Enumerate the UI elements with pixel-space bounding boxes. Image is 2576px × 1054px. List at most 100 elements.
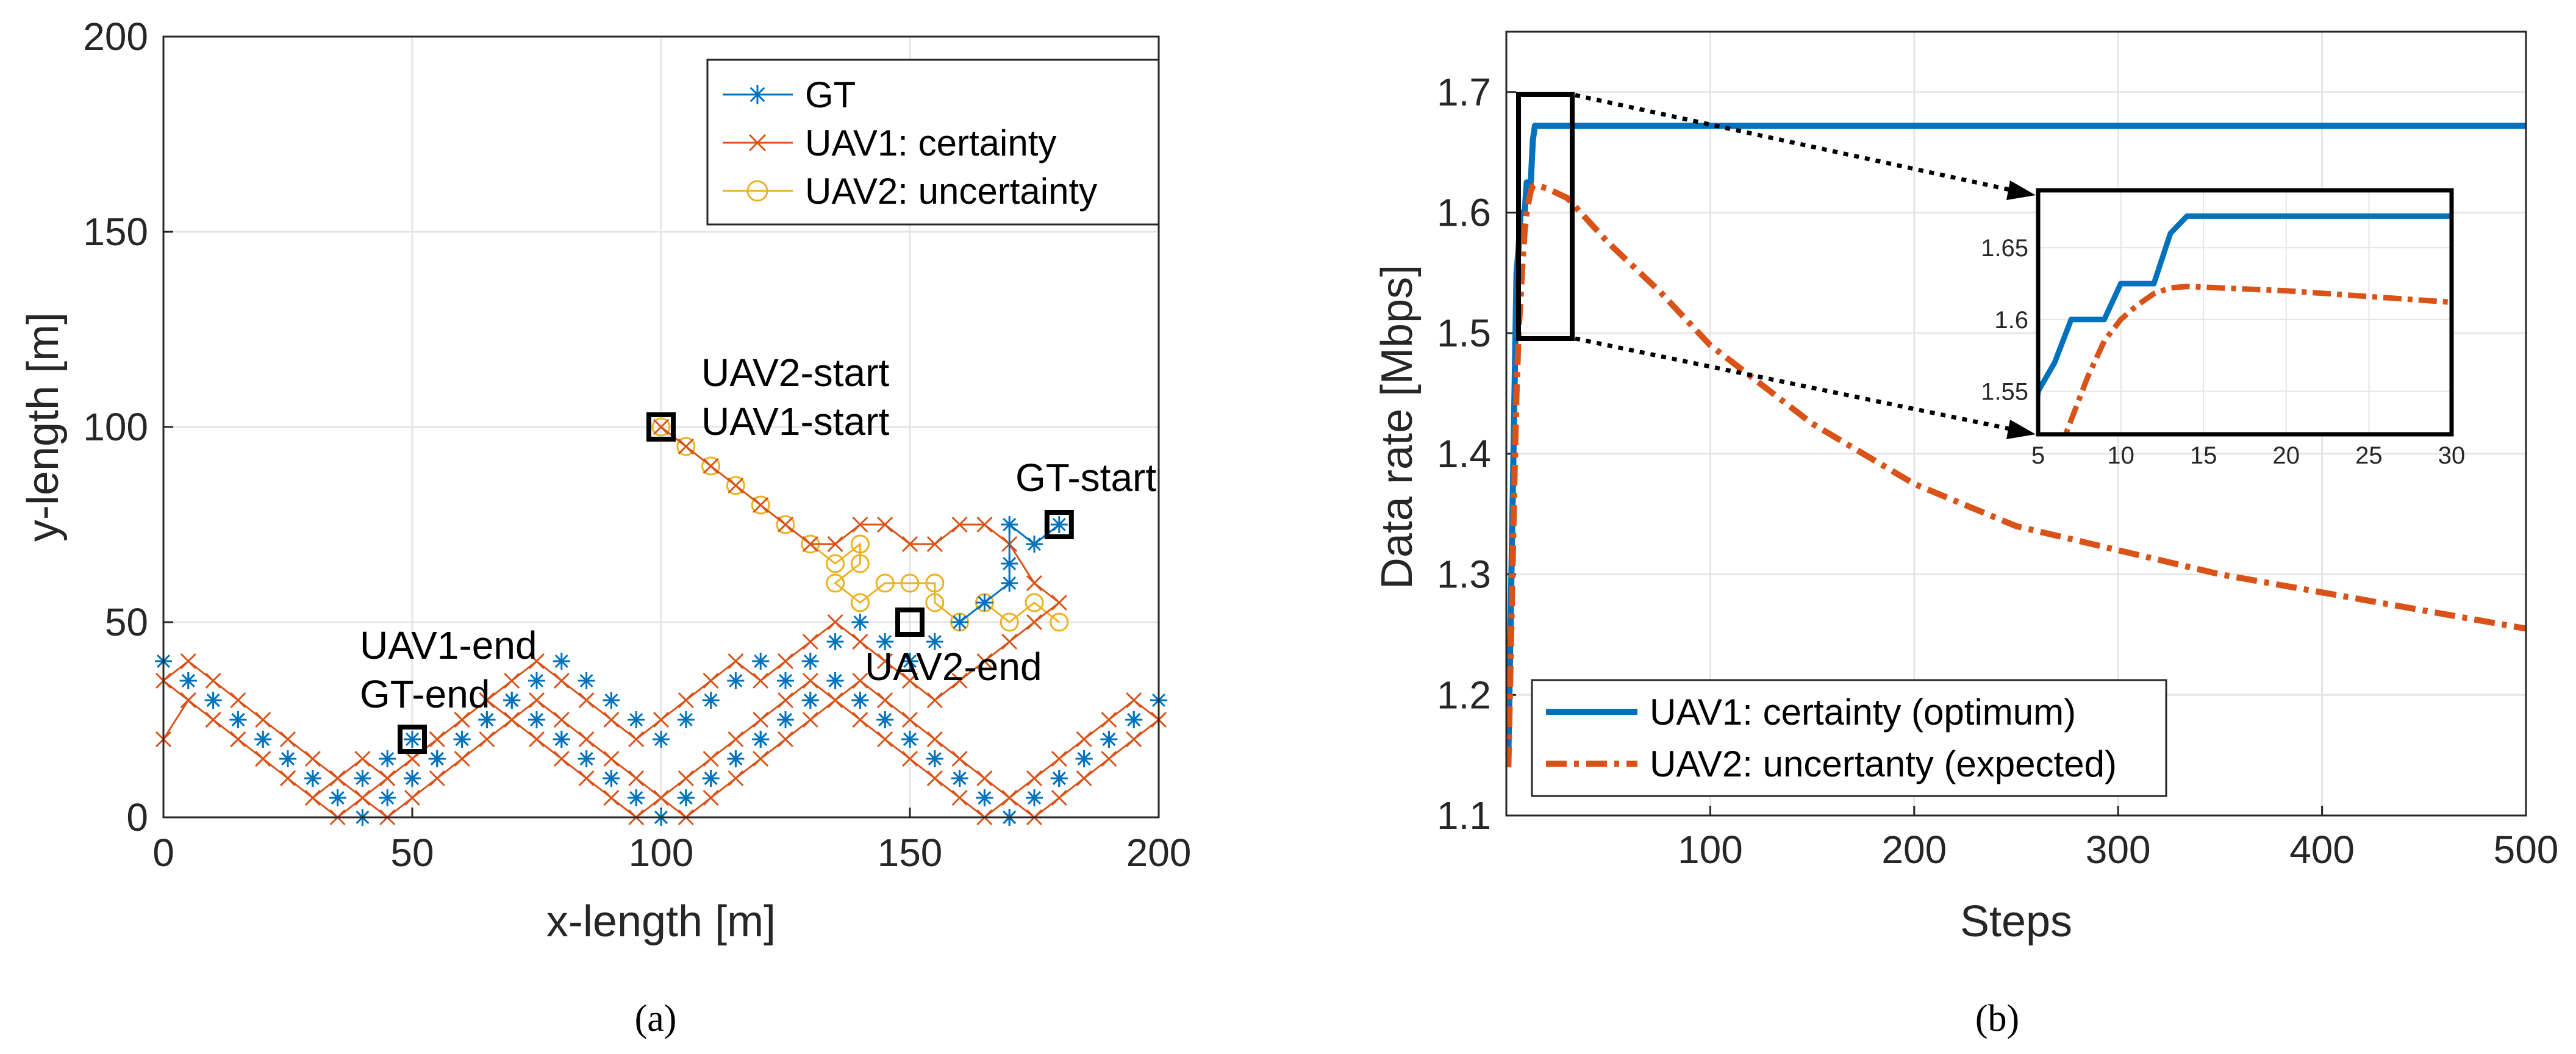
data-point-uav1 [703, 457, 719, 475]
x-tick-label: 100 [1678, 828, 1743, 872]
cross-stroke [1026, 770, 1043, 787]
data-point-uav1 [728, 770, 744, 787]
data-point-uav1 [1101, 711, 1117, 728]
data-point-gt [603, 770, 620, 787]
cross-stroke [877, 692, 893, 709]
star-stroke [853, 615, 867, 629]
cross-stroke [653, 418, 670, 436]
data-point-gt [553, 731, 570, 748]
data-point-gt [777, 711, 794, 728]
data-point-uav1 [653, 418, 670, 436]
data-point-uav1 [777, 692, 794, 709]
cross-stroke [429, 770, 445, 787]
cross-stroke [852, 516, 868, 533]
cross-stroke [528, 731, 545, 748]
data-point-uav1 [703, 750, 719, 767]
cross-stroke [354, 750, 371, 767]
data-point-uav1 [603, 711, 620, 728]
data-point-uav2 [701, 456, 721, 476]
data-point-uav1 [728, 477, 744, 494]
series-markers-uav1 [155, 418, 1167, 826]
legend-marker-uav1 [748, 134, 767, 152]
y-tick-labels-b: 1.1 1.2 1.3 1.4 1.5 1.6 1.7 [1437, 70, 1491, 837]
cross-stroke [748, 134, 767, 152]
annotation-uav2-end: UAV2-end [865, 645, 1042, 689]
data-point-gt [254, 731, 272, 748]
star-stroke [480, 713, 494, 726]
star-stroke [505, 694, 519, 707]
star-stroke [629, 791, 643, 805]
data-point-uav1 [852, 516, 868, 533]
x-tick-label: 0 [152, 831, 174, 875]
data-point-uav2 [925, 593, 945, 612]
data-point-gt [1125, 711, 1143, 728]
cross-stroke [852, 711, 868, 728]
cross-stroke [901, 711, 918, 728]
data-point-gt [404, 770, 421, 787]
data-point-uav1 [802, 711, 818, 728]
annotation-uav1-end: UAV1-end [360, 623, 537, 667]
cross-stroke [279, 731, 296, 748]
caption-a: (a) [635, 998, 677, 1039]
data-point-gt [379, 750, 396, 767]
cross-stroke [802, 711, 818, 728]
data-point-uav1 [429, 731, 445, 748]
data-point-uav1 [877, 653, 893, 670]
star-stroke [903, 654, 917, 668]
cross-stroke [1126, 731, 1142, 748]
star-stroke [455, 733, 469, 746]
location-box [398, 725, 427, 754]
data-point-uav1 [504, 711, 520, 728]
legend-label-uav2-b: UAV2: uncertanty (expected) [1650, 744, 2117, 784]
data-point-gt [204, 692, 222, 709]
cross-stroke [877, 516, 893, 533]
data-point-uav1 [180, 692, 196, 709]
data-point-uav1 [951, 789, 968, 806]
data-point-uav2 [651, 417, 671, 437]
cross-stroke [926, 770, 943, 787]
data-point-gt [826, 672, 844, 689]
data-point-uav1 [479, 731, 495, 748]
star-stroke [554, 654, 568, 668]
annotation-gt-end: GT-end [360, 672, 490, 716]
cross-stroke [255, 750, 271, 767]
y-tick-label: 200 [83, 15, 148, 59]
star-stroke [803, 654, 817, 668]
inset-x-tick-label: 15 [2190, 442, 2217, 469]
data-point-uav1 [653, 789, 670, 806]
data-point-uav2 [776, 515, 795, 534]
data-point-uav1 [678, 438, 694, 455]
cross-stroke [802, 536, 818, 553]
data-point-uav1 [753, 750, 769, 767]
inset-line-uav1 [2038, 213, 2452, 415]
cross-stroke [1051, 789, 1067, 806]
data-point-gt [279, 750, 296, 767]
data-point-gt [677, 789, 695, 806]
star-stroke [750, 87, 765, 102]
data-point-gt [1050, 770, 1068, 787]
star-stroke [754, 654, 768, 668]
data-point-uav2 [925, 573, 945, 593]
data-point-gt [379, 789, 396, 806]
inset-zoom-plot: 5 10 15 20 25 30 1.55 1.6 1.65 [1981, 188, 2465, 469]
cross-stroke [1026, 575, 1043, 592]
data-point-gt [478, 711, 496, 728]
cross-stroke [802, 633, 818, 650]
data-point-uav1 [901, 672, 918, 689]
cross-stroke [827, 614, 843, 631]
data-point-uav1 [976, 770, 993, 787]
cross-stroke [852, 633, 868, 650]
data-point-uav1 [329, 770, 346, 787]
cross-stroke [304, 789, 321, 806]
cross-stroke [753, 497, 769, 514]
data-point-uav1 [504, 672, 520, 689]
cross-stroke [728, 770, 744, 787]
annotation-uav2-start: UAV2-start [701, 351, 889, 395]
data-point-uav1 [553, 750, 570, 767]
star-stroke [953, 772, 967, 785]
data-point-uav1 [205, 711, 221, 728]
start-end-markers [398, 412, 1074, 754]
data-point-gt [578, 672, 595, 689]
data-point-uav2 [826, 573, 845, 593]
data-point-uav1 [1126, 692, 1142, 709]
